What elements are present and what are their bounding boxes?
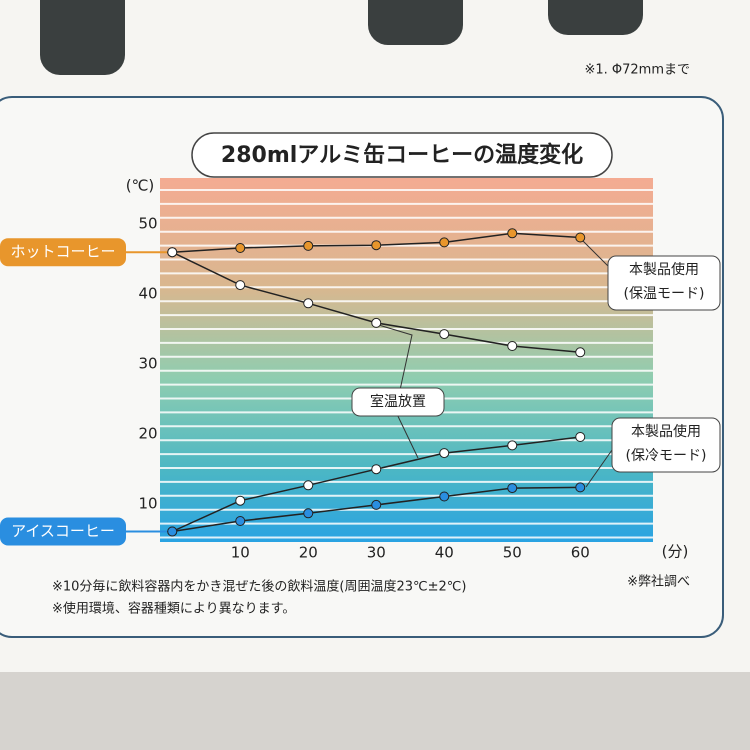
y-tick-label: 40 — [138, 285, 157, 303]
y-tick-label: 30 — [138, 355, 157, 373]
can-shape — [368, 0, 463, 45]
annotation-box — [607, 255, 721, 311]
annotation: 本製品使用 — [629, 261, 699, 278]
data-point — [439, 237, 450, 248]
annotation: (保冷モード) — [626, 448, 707, 464]
y-axis-label: (℃) — [126, 177, 155, 195]
start-label-box — [0, 517, 126, 546]
start-label: アイスコーヒー — [11, 522, 115, 540]
data-point — [507, 228, 518, 239]
data-point — [371, 499, 382, 510]
data-point — [371, 240, 382, 251]
annotation: (保温モード) — [624, 286, 705, 302]
data-point — [575, 347, 586, 358]
data-point — [371, 464, 382, 475]
data-point — [235, 516, 246, 526]
data-point — [575, 432, 586, 442]
can-shape — [40, 0, 125, 75]
data-point — [575, 482, 586, 493]
annotation-box — [351, 387, 445, 417]
leader-line — [394, 409, 419, 459]
start-label: ホットコーヒー — [10, 243, 115, 261]
data-point — [303, 298, 314, 309]
annotation: 本製品使用 — [631, 423, 701, 440]
data-point — [235, 243, 246, 253]
x-tick-label: 30 — [367, 544, 386, 562]
x-tick-label: 10 — [231, 544, 250, 562]
leader-line — [371, 322, 413, 391]
source: ※弊社調べ — [627, 574, 690, 590]
x-tick-label: 20 — [299, 544, 318, 562]
leader-line — [579, 237, 611, 269]
y-tick-label: 50 — [138, 215, 157, 233]
can-shape — [548, 0, 643, 35]
data-point — [507, 483, 518, 494]
note: ※使用環境、容器種類により異なります。 — [52, 601, 295, 617]
data-point — [507, 341, 518, 351]
x-tick-label: 60 — [571, 544, 590, 562]
data-point — [507, 440, 518, 451]
chart-title: 280mlアルミ缶コーヒーの温度変化 — [221, 142, 583, 168]
data-point — [235, 280, 246, 291]
data-point — [371, 317, 382, 328]
data-point — [167, 526, 178, 537]
data-point — [439, 448, 450, 459]
data-point — [439, 491, 450, 502]
leader-line — [585, 449, 613, 488]
start-label-box — [0, 238, 126, 267]
annotation-box — [611, 417, 721, 473]
data-point — [303, 480, 314, 491]
title-box — [191, 132, 613, 178]
data-point — [575, 232, 586, 243]
data-point — [303, 240, 314, 251]
data-point — [439, 329, 450, 340]
annotation: 室温放置 — [370, 393, 426, 410]
x-axis-label: (分) — [662, 543, 689, 561]
y-tick-label: 10 — [138, 495, 157, 513]
y-tick-label: 20 — [138, 425, 157, 443]
data-point — [167, 247, 178, 258]
top-note: ※1. Φ72mmまで — [584, 63, 690, 78]
x-tick-label: 40 — [435, 544, 454, 562]
note: ※10分毎に飲料容器内をかき混ぜた後の飲料温度(周囲温度23℃±2℃) — [52, 579, 466, 595]
data-point — [235, 495, 246, 506]
x-tick-label: 50 — [503, 544, 522, 562]
data-point — [303, 508, 314, 519]
